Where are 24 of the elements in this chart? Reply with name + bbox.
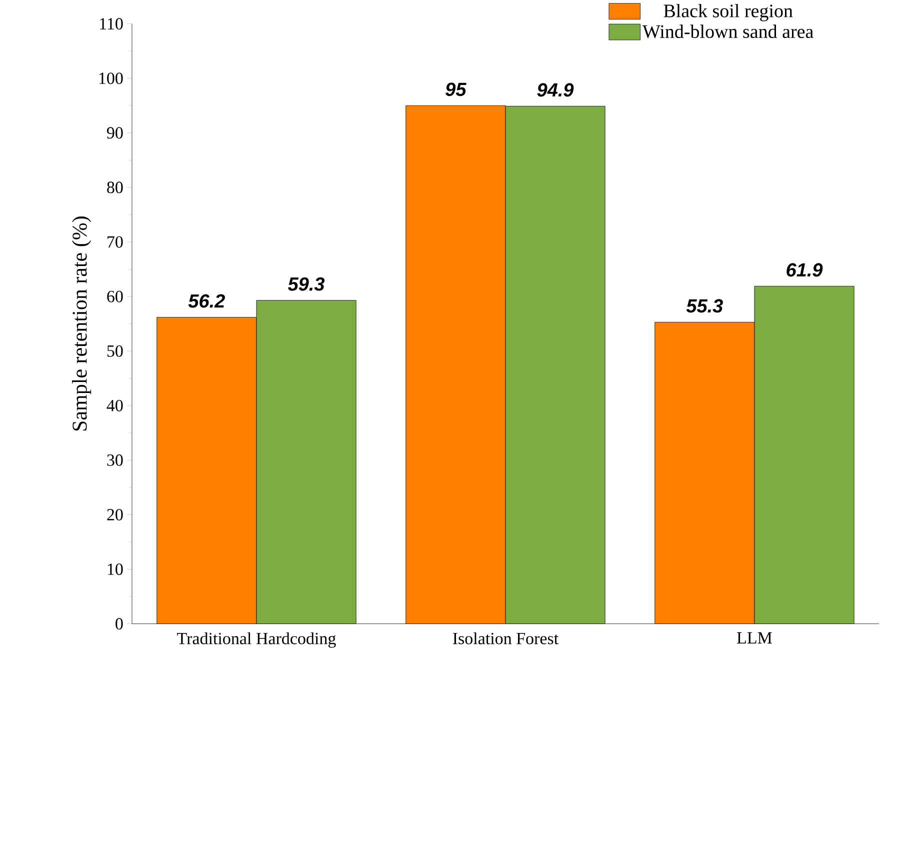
data-label: 61.9 <box>786 263 823 277</box>
y-tick-label: 60 <box>107 290 123 302</box>
data-label: 56.2 <box>188 294 225 308</box>
data-label: 55.3 <box>686 299 723 313</box>
y-axis-title: Sample retention rate (%) <box>72 216 92 431</box>
y-tick-label: 0 <box>116 618 123 630</box>
y-tick-label: 70 <box>108 236 123 248</box>
y-tick-label: 80 <box>107 182 123 194</box>
y-tick-label: 40 <box>106 400 123 412</box>
data-label: 94.9 <box>537 83 574 97</box>
data-label: 59.3 <box>288 277 325 291</box>
x-tick-label: Isolation Forest <box>452 632 558 644</box>
data-label: 95 <box>446 82 466 96</box>
y-tick-label: 30 <box>107 454 123 466</box>
y-tick-label: 100 <box>99 72 123 84</box>
legend-label: Wind-blown sand area <box>642 24 814 38</box>
y-tick-label: 110 <box>100 18 123 30</box>
legend-label: Black soil region <box>664 4 793 22</box>
y-tick-label: 20 <box>107 509 123 521</box>
x-tick-label: Traditional Hardcoding <box>177 632 336 648</box>
y-tick-label: 90 <box>106 127 123 139</box>
y-tick-label: 10 <box>108 564 123 576</box>
y-tick-label: 50 <box>107 345 123 357</box>
x-tick-label: LLM <box>737 632 772 644</box>
